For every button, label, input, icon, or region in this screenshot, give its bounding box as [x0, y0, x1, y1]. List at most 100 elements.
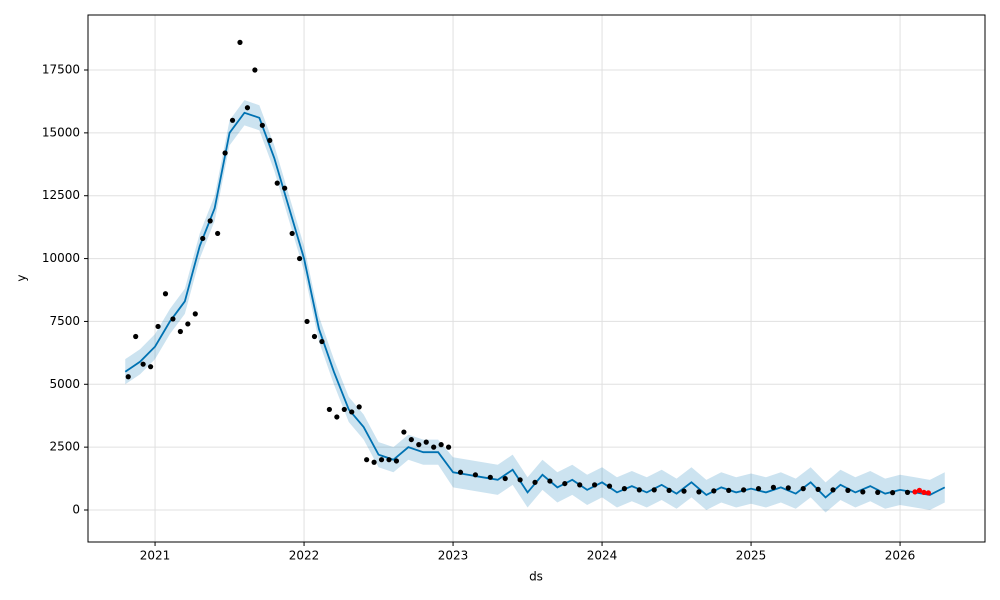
data-point [341, 406, 347, 413]
data-point [860, 489, 866, 495]
data-point [696, 489, 702, 495]
data-point [487, 474, 493, 480]
data-point [666, 487, 672, 493]
data-point [875, 489, 881, 495]
data-point [140, 361, 146, 367]
x-tick-label: 2023 [438, 549, 469, 563]
x-tick-label: 2026 [885, 549, 916, 563]
data-point [147, 364, 154, 370]
y-tick-label: 5000 [49, 377, 80, 391]
data-point [170, 316, 176, 322]
y-tick-label: 17500 [42, 63, 80, 77]
forecast-line [124, 111, 946, 499]
y-tick-label: 12500 [42, 188, 80, 202]
data-point [371, 459, 377, 465]
data-point [912, 489, 918, 495]
data-point [502, 475, 508, 482]
data-point [770, 484, 777, 490]
data-point [651, 487, 657, 493]
data-point [215, 230, 221, 237]
data-point [378, 457, 385, 463]
data-point [606, 483, 613, 489]
data-point [830, 487, 836, 493]
data-point [289, 230, 295, 237]
data-point [431, 444, 437, 450]
data-point [785, 485, 791, 491]
data-point [445, 444, 452, 450]
data-point [349, 409, 355, 415]
x-axis-label: ds [529, 570, 543, 584]
data-point [282, 185, 288, 191]
data-point [177, 328, 183, 335]
data-point [200, 235, 206, 242]
data-point [393, 458, 400, 464]
data-point [532, 479, 538, 485]
data-point [423, 439, 429, 445]
data-point [726, 487, 732, 493]
x-tick-label: 2022 [289, 549, 320, 563]
data-point [334, 414, 340, 420]
data-point [244, 105, 251, 111]
y-tick-label: 2500 [49, 440, 80, 454]
y-tick-label: 0 [72, 502, 80, 516]
x-tick-label: 2021 [140, 549, 171, 563]
data-point [364, 457, 370, 463]
data-point [577, 482, 583, 488]
data-point [296, 255, 303, 262]
data-point [192, 311, 198, 317]
data-point [222, 150, 228, 156]
y-tick-label: 7500 [49, 314, 80, 328]
data-point [547, 478, 553, 484]
data-point [304, 318, 310, 325]
data-point [681, 488, 687, 494]
data-point [741, 487, 747, 493]
data-point [386, 457, 392, 463]
data-point [904, 489, 911, 495]
data-point [800, 486, 806, 492]
x-tick-label: 2024 [587, 549, 618, 563]
data-point [921, 489, 927, 495]
data-point [621, 486, 628, 492]
data-point [259, 122, 265, 128]
x-tick-label: 2025 [736, 549, 767, 563]
data-point [133, 333, 139, 340]
uncertainty-band [125, 100, 945, 513]
y-axis-label: y [15, 274, 29, 281]
data-point [408, 436, 414, 443]
data-point [457, 469, 464, 475]
data-point [319, 338, 325, 345]
data-point [207, 218, 213, 224]
data-point [252, 67, 258, 73]
data-point [925, 490, 931, 496]
y-tick-label: 15000 [42, 125, 80, 139]
data-point [517, 477, 523, 483]
plot-frame [87, 14, 986, 543]
data-point [229, 117, 236, 123]
data-point [267, 137, 273, 144]
data-point [916, 487, 923, 493]
data-point [274, 180, 280, 186]
data-point [401, 429, 407, 435]
data-point [636, 487, 642, 493]
data-point [311, 333, 318, 340]
data-point [890, 490, 896, 496]
data-point [356, 404, 362, 410]
data-point [815, 486, 821, 492]
data-point [438, 442, 444, 448]
data-point [472, 472, 479, 478]
data-point [155, 323, 161, 330]
data-point [711, 488, 717, 494]
data-point [562, 480, 568, 487]
y-tick-label: 10000 [42, 251, 80, 265]
data-point [237, 39, 243, 45]
data-point [755, 486, 762, 492]
data-point [185, 321, 191, 327]
data-point [326, 406, 332, 413]
data-point [845, 487, 851, 493]
data-point [162, 291, 169, 297]
data-point [125, 374, 131, 380]
data-point [592, 482, 598, 488]
data-point [416, 442, 422, 448]
